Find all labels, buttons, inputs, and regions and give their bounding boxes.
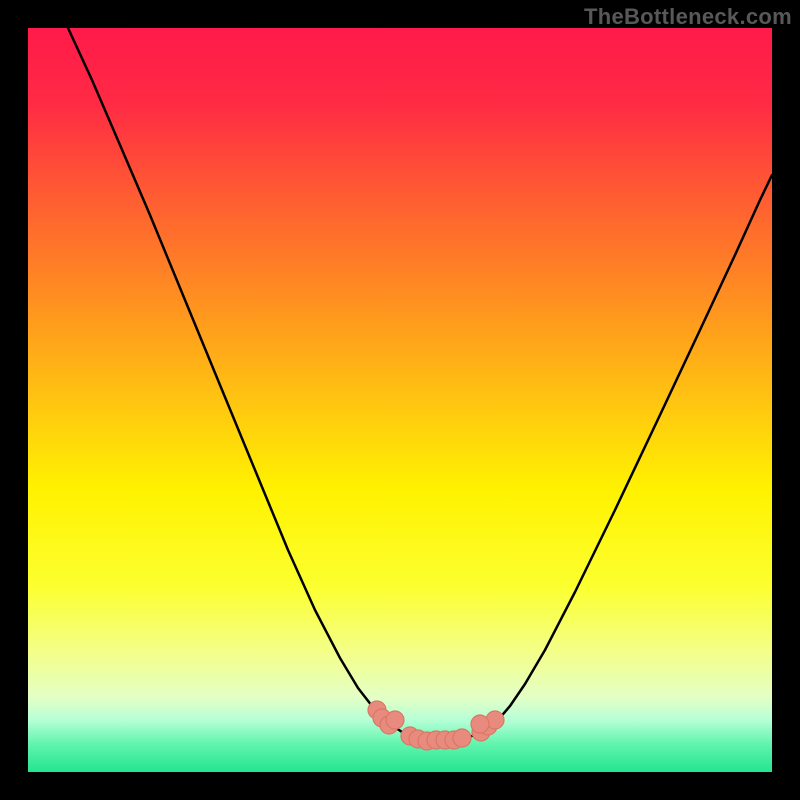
marker-dot	[453, 729, 471, 747]
plot-area	[28, 28, 772, 772]
bottleneck-curve	[68, 28, 772, 740]
marker-dot	[386, 711, 404, 729]
watermark-text: TheBottleneck.com	[584, 4, 792, 30]
chart-svg	[28, 28, 772, 772]
marker-dot	[471, 715, 489, 733]
